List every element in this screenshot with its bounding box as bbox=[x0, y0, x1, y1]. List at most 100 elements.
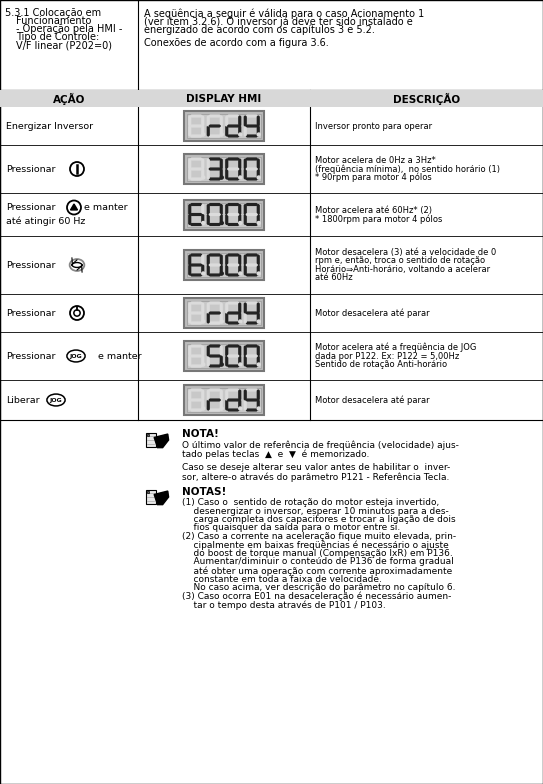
Bar bbox=[0, 90, 543, 107]
Polygon shape bbox=[189, 400, 191, 410]
Polygon shape bbox=[189, 215, 191, 224]
Bar bbox=[0, 90, 543, 420]
Polygon shape bbox=[244, 265, 246, 275]
Polygon shape bbox=[189, 255, 191, 265]
Polygon shape bbox=[228, 399, 239, 401]
Circle shape bbox=[220, 272, 223, 275]
Text: dada por P122. Ex: P122 = 5,00Hz: dada por P122. Ex: P122 = 5,00Hz bbox=[315, 351, 459, 361]
Polygon shape bbox=[154, 491, 168, 505]
Polygon shape bbox=[244, 169, 246, 179]
Circle shape bbox=[220, 407, 223, 410]
Text: tar o tempo desta através de P101 / P103.: tar o tempo desta através de P101 / P103… bbox=[182, 600, 386, 609]
Circle shape bbox=[239, 320, 242, 323]
Polygon shape bbox=[189, 390, 191, 400]
Polygon shape bbox=[189, 126, 191, 136]
Circle shape bbox=[202, 272, 205, 275]
Circle shape bbox=[257, 133, 260, 136]
Polygon shape bbox=[191, 274, 202, 276]
Circle shape bbox=[239, 133, 242, 136]
Polygon shape bbox=[228, 322, 239, 324]
Polygon shape bbox=[220, 313, 222, 323]
Bar bbox=[184, 111, 264, 141]
Text: JOG: JOG bbox=[70, 354, 83, 358]
Polygon shape bbox=[244, 303, 246, 313]
Bar bbox=[187, 301, 261, 325]
Polygon shape bbox=[228, 409, 239, 411]
Text: * 90rpm para motor 4 pólos: * 90rpm para motor 4 pólos bbox=[315, 172, 432, 182]
Polygon shape bbox=[191, 389, 202, 391]
Circle shape bbox=[202, 407, 205, 410]
Text: * 1800rpm para motor 4 pólos: * 1800rpm para motor 4 pólos bbox=[315, 214, 443, 223]
Polygon shape bbox=[246, 355, 257, 357]
Circle shape bbox=[220, 320, 223, 323]
Polygon shape bbox=[202, 390, 204, 400]
Polygon shape bbox=[202, 116, 204, 126]
Polygon shape bbox=[209, 409, 220, 411]
Polygon shape bbox=[220, 265, 222, 275]
Polygon shape bbox=[220, 390, 222, 400]
Bar bbox=[187, 388, 261, 412]
Circle shape bbox=[257, 320, 260, 323]
Polygon shape bbox=[246, 312, 257, 314]
Polygon shape bbox=[228, 125, 239, 127]
Text: (3) Caso ocorra E01 na desaceleração é necessário aumen-: (3) Caso ocorra E01 na desaceleração é n… bbox=[182, 591, 451, 601]
Polygon shape bbox=[244, 390, 246, 400]
Text: Pressionar: Pressionar bbox=[6, 260, 55, 270]
Circle shape bbox=[220, 363, 223, 366]
Polygon shape bbox=[202, 205, 204, 215]
Polygon shape bbox=[220, 346, 222, 356]
Polygon shape bbox=[246, 409, 257, 411]
Bar bbox=[187, 157, 261, 181]
Text: (2) Caso a corrente na aceleração fique muito elevada, prin-: (2) Caso a corrente na aceleração fique … bbox=[182, 532, 456, 541]
Polygon shape bbox=[189, 313, 191, 323]
Text: Caso se deseje alterar seu valor antes de habilitar o  inver-: Caso se deseje alterar seu valor antes d… bbox=[182, 463, 450, 472]
Polygon shape bbox=[257, 159, 259, 169]
Text: Motor acelera até 60Hz* (2): Motor acelera até 60Hz* (2) bbox=[315, 205, 432, 215]
Text: desenergizar o inversor, esperar 10 minutos para a des-: desenergizar o inversor, esperar 10 minu… bbox=[182, 506, 449, 516]
Text: rpm e, então, troca o sentido de rotação: rpm e, então, troca o sentido de rotação bbox=[315, 256, 485, 265]
Polygon shape bbox=[209, 168, 220, 170]
Polygon shape bbox=[228, 302, 239, 304]
Polygon shape bbox=[228, 345, 239, 347]
Polygon shape bbox=[226, 159, 228, 169]
Polygon shape bbox=[207, 215, 209, 224]
Polygon shape bbox=[257, 313, 259, 323]
Polygon shape bbox=[244, 346, 246, 356]
Polygon shape bbox=[226, 390, 228, 400]
Circle shape bbox=[202, 320, 205, 323]
Text: A seqüência a seguir é válida para o caso Acionamento 1: A seqüência a seguir é válida para o cas… bbox=[144, 8, 424, 19]
Text: Inversor pronto para operar: Inversor pronto para operar bbox=[315, 122, 432, 130]
Text: Pressionar: Pressionar bbox=[6, 203, 55, 212]
Polygon shape bbox=[207, 126, 209, 136]
Polygon shape bbox=[246, 345, 257, 347]
Polygon shape bbox=[239, 346, 241, 356]
Polygon shape bbox=[226, 313, 228, 323]
Polygon shape bbox=[244, 255, 246, 265]
Polygon shape bbox=[189, 303, 191, 313]
Text: NOTAS!: NOTAS! bbox=[182, 487, 226, 497]
Bar bbox=[184, 298, 264, 328]
Bar bbox=[147, 434, 149, 437]
Polygon shape bbox=[257, 356, 259, 366]
Text: sor, altere-o através do parâmetro P121 - Referência Tecla.: sor, altere-o através do parâmetro P121 … bbox=[182, 472, 450, 481]
Text: Motor acelera até a freqüência de JOG: Motor acelera até a freqüência de JOG bbox=[315, 343, 476, 352]
Polygon shape bbox=[246, 365, 257, 367]
Polygon shape bbox=[239, 356, 241, 366]
Polygon shape bbox=[239, 215, 241, 224]
Text: (ver item 3.2.6). O inversor já deve ter sido instalado e: (ver item 3.2.6). O inversor já deve ter… bbox=[144, 16, 413, 27]
Polygon shape bbox=[226, 303, 228, 313]
Polygon shape bbox=[189, 265, 191, 275]
Polygon shape bbox=[209, 223, 220, 225]
Bar bbox=[184, 250, 264, 280]
Polygon shape bbox=[246, 213, 257, 216]
Polygon shape bbox=[239, 265, 241, 275]
Polygon shape bbox=[189, 169, 191, 179]
Polygon shape bbox=[228, 213, 239, 216]
Text: cipalmente em baixas freqüências é necessário o ajuste: cipalmente em baixas freqüências é neces… bbox=[182, 540, 449, 550]
Polygon shape bbox=[207, 400, 209, 410]
Polygon shape bbox=[257, 215, 259, 224]
Polygon shape bbox=[207, 390, 209, 400]
Polygon shape bbox=[191, 135, 202, 137]
Text: (freqüência mínima),  no sentido horário (1): (freqüência mínima), no sentido horário … bbox=[315, 165, 500, 174]
Polygon shape bbox=[202, 400, 204, 410]
